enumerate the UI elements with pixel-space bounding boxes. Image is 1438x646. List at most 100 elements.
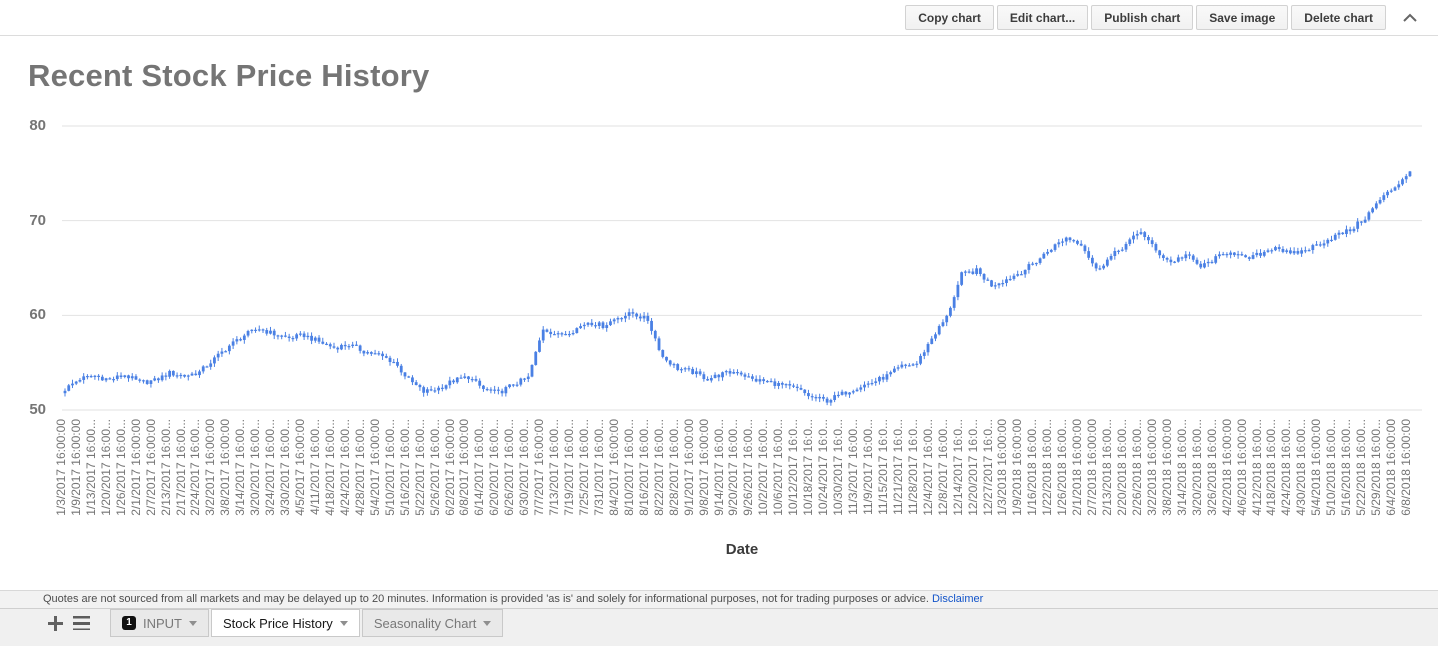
x-tick-label: 12/27/2017 16:0... [980,419,995,516]
x-tick-label: 2/13/2018 16:00... [1100,419,1115,516]
sheet-tab-seasonality-chart[interactable]: Seasonality Chart [361,609,504,637]
collapse-toolbar-button[interactable] [1400,9,1420,27]
x-tick-label: 8/10/2017 16:00... [621,419,636,516]
tab-label: INPUT [143,615,182,631]
x-tick-label: 2/7/2018 16:00:00 [1085,419,1100,516]
candle-series [63,170,1412,406]
x-tick-label: 6/4/2018 16:00:00 [1384,419,1399,516]
x-tick-label: 6/30/2017 16:00... [517,419,532,516]
x-tick-label: 8/4/2017 16:00:00 [606,419,621,516]
x-tick-label: 6/20/2017 16:00... [487,419,502,516]
add-sheet-button[interactable] [42,609,68,637]
plus-icon [47,615,63,631]
delete-chart-button[interactable]: Delete chart [1291,5,1386,30]
x-tick-label: 11/9/2017 16:00... [860,419,875,515]
x-tick-label: 4/30/2018 16:00... [1294,419,1309,516]
x-axis-title: Date [725,541,759,558]
x-tick-label: 3/2/2018 16:00:00 [1144,419,1159,516]
x-tick-label: 11/3/2017 16:00... [846,419,861,515]
x-tick-label: 3/26/2018 16:00... [1204,419,1219,516]
x-tick-label: 9/20/2017 16:00... [726,419,741,516]
x-tick-label: 5/4/2018 16:00:00 [1309,419,1324,516]
save-image-button[interactable]: Save image [1196,5,1289,30]
tab-badge: 1 [122,616,136,630]
x-tick-label: 7/7/2017 16:00:00 [532,419,547,516]
x-tick-label: 10/18/2017 16:0... [801,419,816,516]
copy-chart-button[interactable]: Copy chart [905,5,994,30]
all-sheets-menu-button[interactable] [68,609,94,637]
x-tick-label: 5/16/2017 16:00... [397,419,412,516]
x-tick-label: 1/9/2018 16:00:00 [1010,419,1025,516]
hamburger-icon [72,616,90,630]
x-tick-label: 5/10/2018 16:00... [1324,419,1339,516]
x-tick-label: 3/2/2017 16:00:00 [203,419,218,516]
x-tick-label: 6/8/2018 16:00:00 [1398,419,1413,516]
x-tick-label: 3/14/2018 16:00... [1174,419,1189,516]
x-tick-label: 10/2/2017 16:00... [756,419,771,516]
candlestick-chart[interactable] [0,110,1438,426]
x-tick-label: 5/10/2017 16:00... [382,419,397,516]
x-tick-label: 4/24/2017 16:00... [337,419,352,516]
quotes-disclaimer-bar: Quotes are not sourced from all markets … [0,590,1438,609]
x-tick-label: 1/22/2018 16:00... [1040,419,1055,516]
x-tick-label: 4/12/2018 16:00... [1249,419,1264,516]
x-tick-label: 10/12/2017 16:0... [786,419,801,516]
x-tick-label: 3/20/2018 16:00... [1189,419,1204,516]
x-tick-label: 12/20/2017 16:0... [965,419,980,516]
x-tick-label: 1/3/2017 16:00:00 [54,419,68,516]
x-tick-label: 7/13/2017 16:00... [547,419,562,516]
x-tick-label: 9/1/2017 16:00:00 [681,419,696,516]
x-tick-label: 8/22/2017 16:00... [651,419,666,516]
x-tick-label: 4/24/2018 16:00... [1279,419,1294,516]
x-tick-label: 5/4/2017 16:00:00 [367,419,382,516]
x-tick-label: 10/30/2017 16:0... [831,419,846,516]
x-tick-label: 11/28/2017 16:0... [905,419,920,515]
sheet-tab-bar: 1 INPUT Stock Price History Seasonality Cha… [0,609,1438,646]
x-tick-label: 1/13/2017 16:00... [83,419,98,516]
x-tick-label: 5/29/2018 16:00... [1369,419,1384,516]
x-tick-label: 11/21/2017 16:0... [890,419,905,515]
edit-chart-button[interactable]: Edit chart... [996,5,1089,30]
sheet-tabs: 1 INPUT Stock Price History Seasonality Cha… [110,609,505,637]
x-tick-label: 8/28/2017 16:00... [666,419,681,516]
x-tick-label: 10/24/2017 16:0... [816,419,831,516]
x-tick-label: 9/14/2017 16:00... [711,419,726,516]
chart-title: Recent Stock Price History [28,58,430,93]
x-tick-label: 1/16/2018 16:00... [1025,419,1040,516]
x-tick-label: 9/26/2017 16:00... [741,419,756,516]
x-tick-label: 8/16/2017 16:00... [636,419,651,516]
x-tick-label: 2/1/2018 16:00:00 [1070,419,1085,516]
disclaimer-link[interactable]: Disclaimer [931,593,984,605]
x-tick-label: 7/31/2017 16:00... [591,419,606,516]
x-tick-label: 3/14/2017 16:00... [233,419,248,516]
x-tick-label: 1/3/2018 16:00:00 [995,419,1010,516]
x-tick-label: 9/8/2017 16:00:00 [696,419,711,516]
x-tick-label: 11/15/2017 16:0... [875,419,890,515]
chart-action-toolbar: Copy chart Edit chart... Publish chart Save… [905,5,1386,30]
sheet-tab-stock-price-history[interactable]: Stock Price History [211,609,360,637]
x-tick-label: 6/26/2017 16:00... [502,419,517,516]
x-tick-label: 5/22/2018 16:00... [1354,419,1369,516]
x-tick-label: 7/25/2017 16:00... [577,419,592,516]
x-tick-label: 3/24/2017 16:00... [263,419,278,516]
chevron-up-icon [1403,13,1417,22]
x-tick-label: 4/2/2018 16:00:00 [1219,419,1234,516]
x-tick-label: 5/26/2017 16:00... [427,419,442,516]
chevron-down-icon [189,620,197,626]
disclaimer-text: Quotes are not sourced from all markets … [43,593,932,605]
x-tick-label: 4/18/2018 16:00... [1264,419,1279,516]
x-tick-label: 3/8/2018 16:00:00 [1159,419,1174,516]
sheet-tab-input[interactable]: 1 INPUT [110,609,209,637]
tab-label: Stock Price History [223,615,333,631]
publish-chart-button[interactable]: Publish chart [1091,5,1194,30]
top-toolbar: Copy chart Edit chart... Publish chart Save… [0,0,1438,36]
x-tick-label: 6/2/2017 16:00:00 [442,419,457,516]
x-tick-label: 5/22/2017 16:00... [412,419,427,516]
x-tick-label: 5/16/2018 16:00... [1339,419,1354,516]
x-tick-label: 4/6/2018 16:00:00 [1234,419,1249,516]
x-tick-label: 2/1/2017 16:00:00 [128,419,143,516]
x-tick-label: 4/11/2017 16:00... [308,419,323,515]
tab-label: Seasonality Chart [373,615,477,631]
chevron-down-icon [339,620,348,626]
x-tick-label: 2/7/2017 16:00:00 [143,419,158,516]
